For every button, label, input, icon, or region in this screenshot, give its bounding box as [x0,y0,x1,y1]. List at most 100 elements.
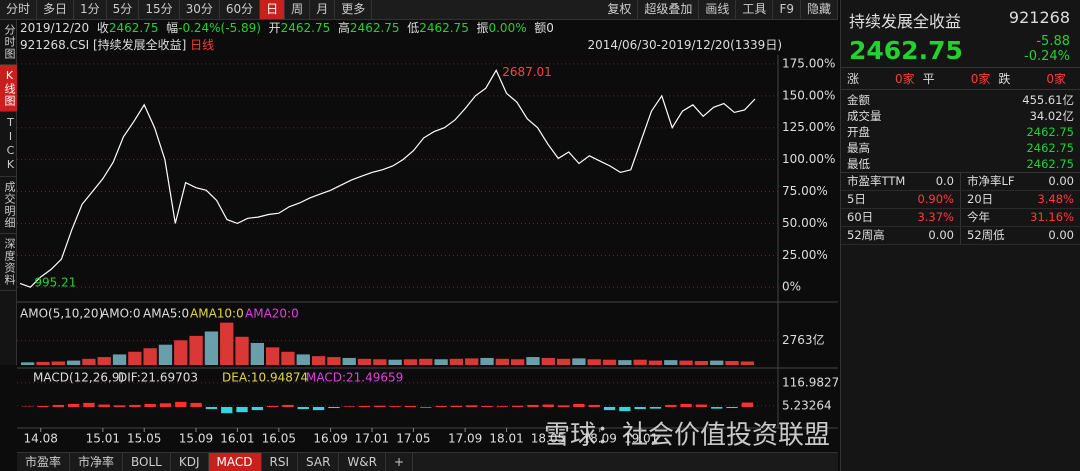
tool-button[interactable]: 隐藏 [801,0,838,19]
period-button[interactable]: 5分 [107,0,140,19]
macd-title: MACD(12,26,9) [33,371,124,385]
volume-bar [511,359,525,365]
indicator-tab[interactable]: BOLL [123,453,171,471]
x-tick-label: 15.01 [86,432,120,446]
value: 3.37% [917,210,954,224]
volume-bar [143,348,157,365]
indicator-tab[interactable]: MACD [208,453,262,471]
label: 跌 [998,72,1011,86]
y-tick-label: 100.00% [782,152,835,166]
macd-bar [159,403,172,407]
period-button[interactable]: 15分 [139,0,180,19]
macd-bar [312,407,325,411]
volume-bar [388,359,402,365]
indicator-tab[interactable]: 市净率 [70,453,124,471]
volume-bar [602,359,617,365]
indicator-tab[interactable]: 市盈率 [17,453,71,471]
x-tick-label: 16.01 [220,432,254,446]
volume-bar [158,344,173,365]
quote-row: 成交量 34.02亿 [841,108,1080,124]
period-button[interactable]: 日 [260,0,286,19]
macd-bar [221,407,233,414]
macd-bar [190,402,202,407]
value: 34.02亿 [1029,109,1074,123]
period-button[interactable]: 多日 [37,0,75,19]
macd-bar [466,405,478,407]
y-tick-label: 150.00% [782,88,835,102]
tool-button[interactable]: F9 [773,0,801,19]
period-button[interactable]: 周 [285,0,311,19]
breadth-item: 平 0家 [923,70,999,87]
tool-button[interactable]: 复权 [601,0,639,19]
macd-bar [358,405,371,407]
change: -5.88 [1036,34,1070,49]
quote-row: 最低 2462.75 [841,156,1080,172]
stat: 52周低 0.00 [961,227,1080,244]
label: 市净率LF [967,174,1015,188]
watermark: 雪球：社会价值投资联盟 [544,421,830,451]
volume-bar [51,361,65,365]
macd-bar [37,405,49,407]
value: 31.16% [1030,210,1074,224]
quote-row: 开盘 2462.75 [841,124,1080,140]
volume-bar [174,340,188,365]
x-tick-label: 18.05 [531,432,565,446]
indicator-tab[interactable]: SAR [298,453,340,471]
period-button[interactable]: 更多 [335,0,373,19]
macd-bar [175,401,187,407]
macd-bar [113,405,126,407]
price-box: 2462.75 -5.88 -0.24% [841,32,1080,68]
indicator-tab[interactable]: W&R [339,453,386,471]
period-button[interactable]: 30分 [180,0,220,19]
period-button[interactable]: 60分 [220,0,261,19]
macd-bar [389,406,401,407]
value: 0.00% [488,21,527,35]
y-tick-label: 125.00% [782,120,835,134]
macd-bar [741,402,753,407]
macd-bar [205,407,218,410]
stat: 市盈率TTM 0.0 [841,173,961,190]
side-tab[interactable]: 成交明细 [0,177,17,234]
period-button[interactable]: 分时 [0,0,38,19]
indicator-tab[interactable]: + [386,453,414,471]
label: 成交量 [847,109,882,123]
stat-row: 60日 3.37% 今年 31.16% [841,209,1080,227]
value: 0.00 [1048,174,1074,188]
macd-bar [588,404,600,407]
macd-bar [542,404,554,407]
period-button[interactable]: 月 [310,0,336,19]
y-tick-label: 5.23264 [782,398,832,412]
y-tick-label: 2763亿 [782,332,825,347]
value: 0.90% [917,192,954,206]
label: 开 [268,21,281,35]
volume-bar [694,361,709,365]
label: 最高 [847,141,870,155]
volume-bar [66,360,81,365]
macd-bar [67,403,80,407]
side-tab[interactable]: TICK [0,112,17,177]
indicator-tab[interactable]: RSI [262,453,299,471]
label: 最低 [847,157,870,171]
side-tab[interactable]: 深度资料 [0,234,17,291]
volume-bar [710,360,724,365]
side-tab[interactable]: K线图 [0,65,17,112]
tool-button[interactable]: 画线 [699,0,737,19]
x-tick-label: 17.05 [396,432,430,446]
macd-bar [680,403,692,407]
indicator-tab[interactable]: KDJ [171,453,209,471]
volume-bar [189,335,203,365]
x-tick-label: 18.01 [489,432,523,446]
tool-button[interactable]: 工具 [736,0,774,19]
macd-bar [665,404,677,407]
macd-bar [129,404,141,407]
volume-bar [526,357,540,365]
label: 52周高 [847,228,885,242]
min-label: 995.21 [34,276,76,290]
stat: 60日 3.37% [841,209,961,226]
price: 2462.75 [849,36,963,65]
stat-row: 市盈率TTM 0.0 市净率LF 0.00 [841,173,1080,191]
side-tab[interactable]: 分时图 [0,20,17,65]
period-button[interactable]: 1分 [74,0,107,19]
tool-button[interactable]: 超级叠加 [638,0,700,19]
value: 3.48% [1037,192,1074,206]
